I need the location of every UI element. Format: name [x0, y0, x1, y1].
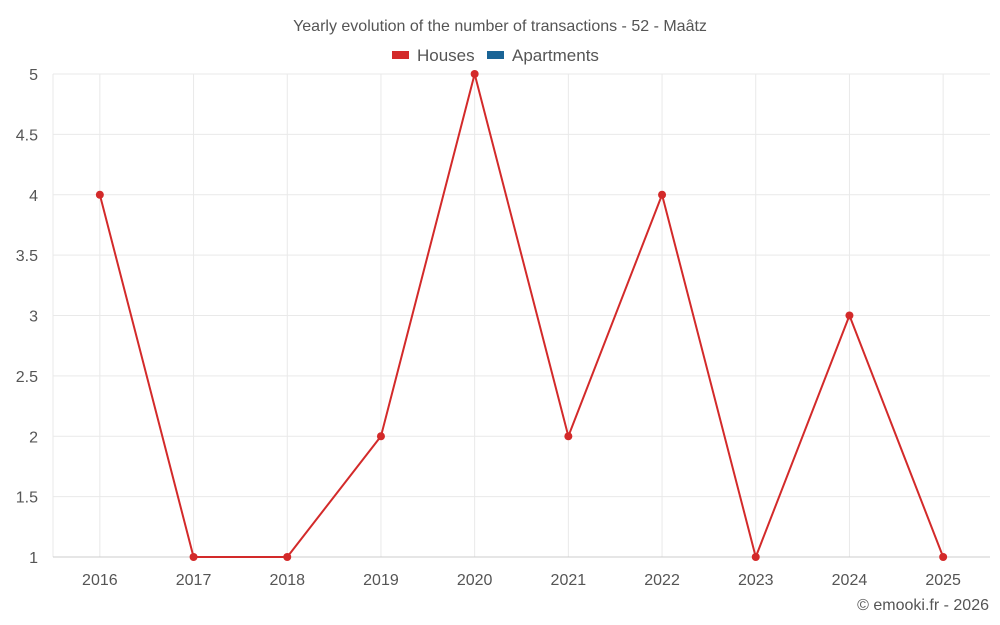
data-point-houses-2019[interactable] — [376, 432, 385, 441]
x-tick-label: 2017 — [176, 572, 212, 589]
x-tick-label: 2019 — [363, 572, 399, 589]
x-tick-label: 2023 — [738, 572, 774, 589]
x-axis-ticks: 2016 2017 2018 2019 2020 2021 2022 2023 2024 2025 — [82, 572, 961, 589]
x-tick-label: 2021 — [551, 572, 587, 589]
legend: Houses Apartments — [392, 46, 599, 65]
data-point-houses-2024[interactable] — [845, 311, 854, 320]
x-tick-label: 2020 — [457, 572, 493, 589]
legend-swatch-apartments — [487, 51, 504, 59]
x-tick-label: 2025 — [925, 572, 961, 589]
legend-item-apartments[interactable]: Apartments — [487, 46, 599, 65]
y-tick-label: 2.5 — [16, 369, 38, 386]
x-tick-label: 2018 — [269, 572, 305, 589]
series-line-houses — [98, 73, 945, 558]
y-tick-label: 1 — [29, 550, 38, 567]
series-houses — [95, 70, 948, 561]
data-point-houses-2016[interactable] — [95, 190, 104, 199]
y-tick-label: 4 — [29, 188, 38, 205]
credit-text: © emooki.fr - 2026 — [857, 597, 989, 614]
legend-label-apartments: Apartments — [512, 46, 599, 65]
x-tick-label: 2016 — [82, 572, 118, 589]
legend-swatch-houses — [392, 51, 409, 59]
y-axis-ticks: 1 1.5 2 2.5 3 3.5 4 4.5 5 — [16, 67, 38, 567]
x-tick-label: 2024 — [832, 572, 868, 589]
y-gridlines — [53, 73, 990, 498]
data-point-houses-2023[interactable] — [751, 553, 760, 561]
data-point-houses-2017[interactable] — [189, 553, 198, 561]
data-point-houses-2025[interactable] — [939, 553, 948, 561]
y-tick-label: 5 — [29, 67, 38, 84]
y-tick-label: 2 — [29, 429, 38, 446]
data-point-houses-2018[interactable] — [283, 553, 292, 561]
y-tick-label: 4.5 — [16, 127, 38, 144]
data-point-houses-2022[interactable] — [658, 190, 667, 199]
chart-title: Yearly evolution of the number of transa… — [293, 18, 707, 35]
y-tick-label: 3 — [29, 309, 38, 326]
legend-item-houses[interactable]: Houses — [392, 46, 475, 65]
data-point-houses-2020[interactable] — [470, 70, 479, 78]
x-tick-label: 2022 — [644, 572, 680, 589]
legend-label-houses: Houses — [417, 46, 475, 65]
y-tick-label: 3.5 — [16, 248, 38, 265]
data-point-houses-2021[interactable] — [564, 432, 573, 441]
y-tick-label: 1.5 — [16, 490, 38, 507]
